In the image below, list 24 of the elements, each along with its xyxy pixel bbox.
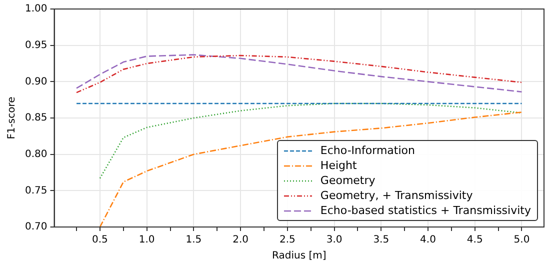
x-tick-label: 2.0 [232,234,249,246]
legend-label: Geometry, + Transmissivity [320,188,473,203]
y-tick-label: 0.85 [25,112,48,124]
y-axis-title: F1-score [6,96,18,140]
x-axis-title: Radius [m] [272,250,326,262]
y-tick-label: 0.95 [25,40,48,51]
x-tick-label: 5.0 [514,234,530,246]
x-tick-label: 0.5 [92,234,108,246]
y-tick-label: 0.90 [25,76,48,88]
x-tick-label: 3.5 [373,234,390,246]
legend-label: Echo-based statistics + Transmissivity [320,203,531,218]
x-tick-label: 2.5 [279,234,296,246]
y-tick-label: 0.70 [25,222,48,233]
y-tick-label: 1.00 [25,4,48,15]
x-tick-label: 4.5 [466,234,483,246]
x-tick-label: 1.0 [138,234,155,246]
x-tick-label: 3.0 [326,234,342,246]
y-tick-label: 0.75 [25,185,48,196]
legend-label: Echo-Information [320,143,415,158]
y-tick-label: 0.80 [25,148,48,160]
legend-label: Geometry [320,173,376,188]
x-tick-label: 1.5 [186,234,202,246]
legend-label: Height [320,158,357,173]
x-tick-label: 4.0 [420,234,436,246]
